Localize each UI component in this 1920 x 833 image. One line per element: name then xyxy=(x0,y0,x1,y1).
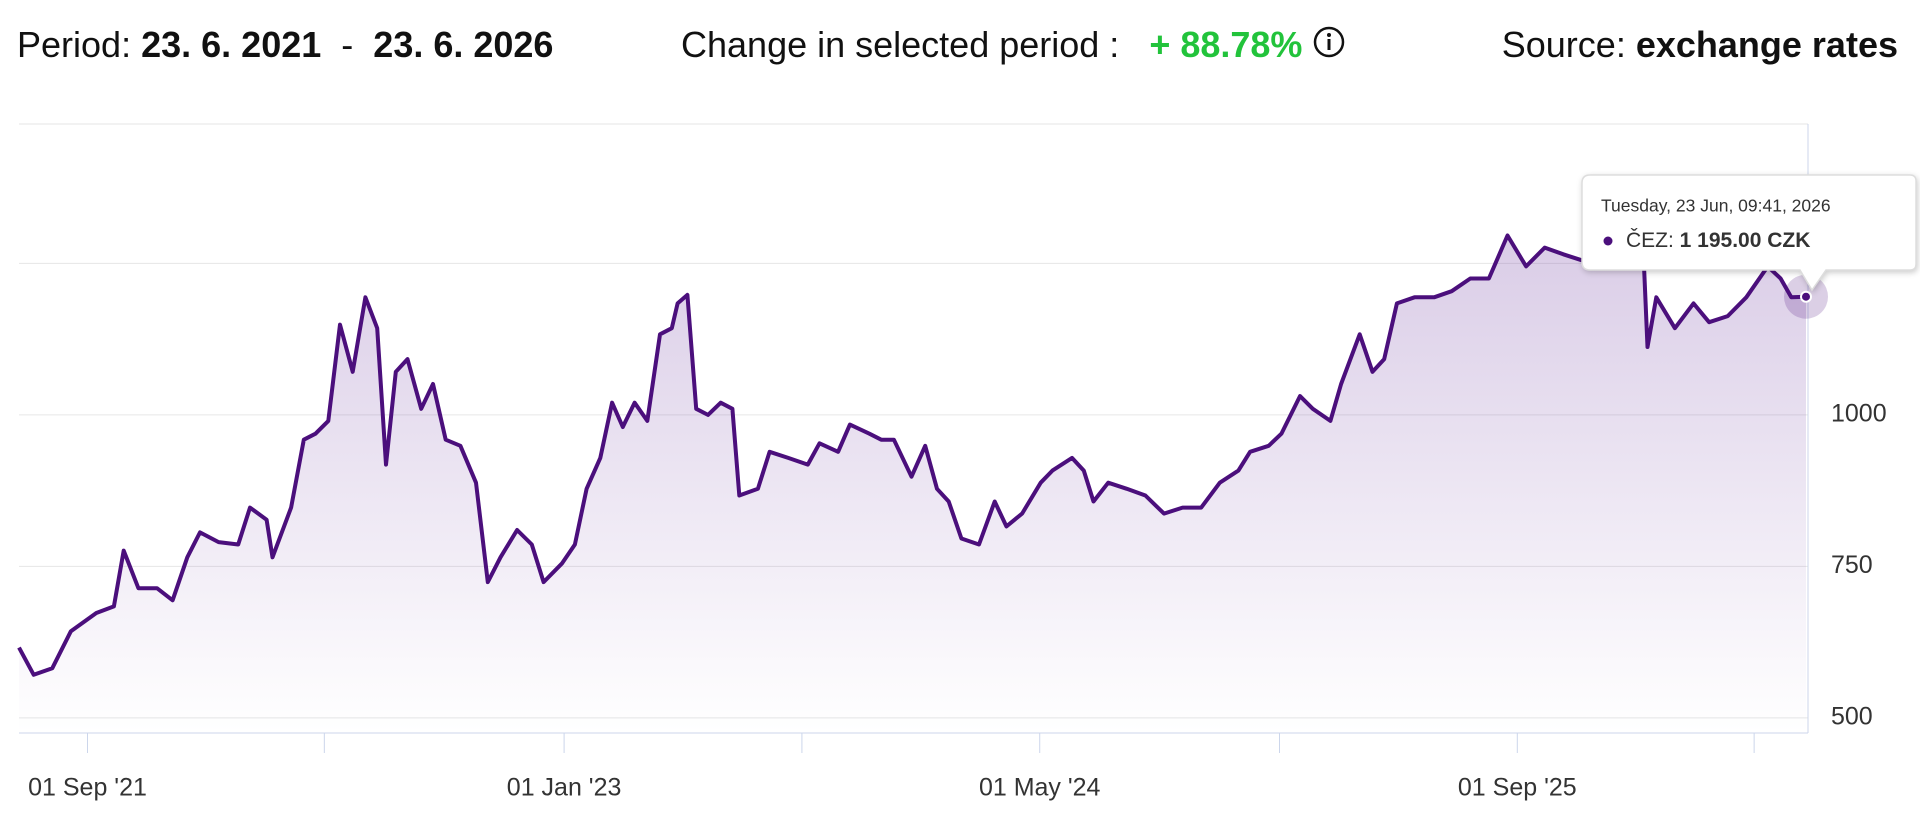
line xyxy=(17,233,1807,677)
tooltip-value: ČEZ: 1 195.00 CZK xyxy=(1626,229,1810,252)
info-icon[interactable] xyxy=(1312,25,1346,59)
y-tick-label: 500 xyxy=(1831,702,1873,730)
x-tick-label: 01 May '24 xyxy=(979,774,1101,802)
period-end: 23. 6. 2026 xyxy=(373,24,554,65)
tooltip-header: Tuesday, 23 Jun, 09:41, 2026 xyxy=(1601,196,1831,216)
tooltip-marker xyxy=(1603,236,1613,246)
x-tick-label: 01 Jan '23 xyxy=(507,774,622,802)
x-tick-label: 01 Sep '25 xyxy=(1458,774,1577,802)
x-tick-label: 01 Sep '21 xyxy=(28,774,147,802)
source-label: Source: xyxy=(1501,24,1626,65)
change: Change in selected period : + 88.78% xyxy=(681,24,1346,66)
y-tick-label: 1000 xyxy=(1831,399,1887,427)
source: Source: exchange rates xyxy=(1502,24,1898,66)
tooltip: Tuesday, 23 Jun, 09:41, 2026 ČEZ: 1 195.0… xyxy=(1581,174,1917,292)
tooltip-box xyxy=(1581,174,1917,292)
tooltip-series-name: ČEZ xyxy=(1626,229,1668,252)
change-value: + 88.78% xyxy=(1149,24,1303,65)
source-value: exchange rates xyxy=(1635,24,1898,65)
tooltip-colon: : xyxy=(1668,229,1680,252)
tooltip-value-label: 1 195.00 CZK xyxy=(1680,229,1811,252)
change-label: Change in selected period : xyxy=(681,24,1120,65)
area xyxy=(19,235,1806,733)
period-label: Period: xyxy=(17,24,132,65)
period-start: 23. 6. 2021 xyxy=(141,24,322,65)
hover-point xyxy=(1800,290,1812,303)
y-tick-label: 750 xyxy=(1831,551,1873,579)
period-separator: - xyxy=(341,24,354,65)
period: Period: 23. 6. 2021 - 23. 6. 2026 xyxy=(17,24,553,66)
